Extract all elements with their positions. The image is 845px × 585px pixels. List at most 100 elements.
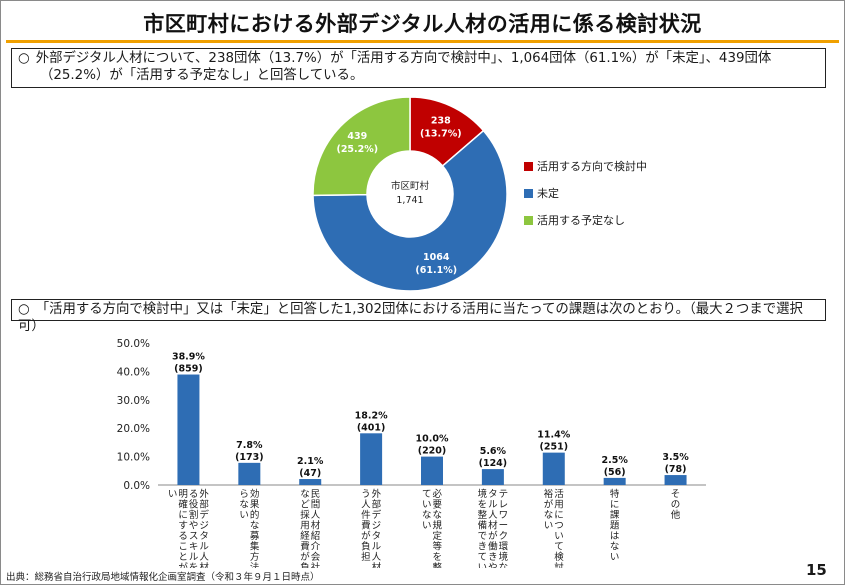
category-label-2: 民間人材紹介会社の利用など採用経費が負担 xyxy=(300,489,321,568)
category-label-char: ル xyxy=(372,542,382,553)
category-label-char: 働 xyxy=(488,541,498,553)
category-label-char: ル xyxy=(199,542,209,553)
category-label-char: 要 xyxy=(432,500,442,511)
category-label-char: タ xyxy=(372,531,382,542)
page-title: 市区町村における外部デジタル人材の活用に係る検討状況 xyxy=(143,12,702,36)
category-label-char: 活 xyxy=(554,488,564,500)
bar-count-label: (401) xyxy=(357,422,386,433)
category-label-char: ー xyxy=(499,521,509,532)
category-label-char: て xyxy=(554,542,564,553)
category-label-char: キ xyxy=(189,542,199,553)
category-label-char: 裕 xyxy=(544,488,554,500)
category-label-char: 法 xyxy=(250,562,260,569)
legend-swatch-green xyxy=(524,215,533,225)
category-label-char: な xyxy=(300,489,310,500)
category-label-char: 材 xyxy=(488,520,498,532)
category-label-char: を xyxy=(189,563,199,569)
category-label-char: 人 xyxy=(361,500,371,511)
donut-value-label-2: 439 xyxy=(347,131,367,142)
y-tick-label: 10.0% xyxy=(117,452,150,464)
category-label-char: タ xyxy=(488,489,498,500)
legend-swatch-blue xyxy=(524,188,533,198)
category-label-char: る xyxy=(178,531,188,542)
legend-label-no-plan: 活用する予定なし xyxy=(537,214,625,227)
category-label-char: い xyxy=(239,510,249,521)
category-label-char: ル xyxy=(488,500,498,511)
donut-pct-label-1: (61.1%) xyxy=(415,265,457,276)
bar-0 xyxy=(177,374,200,485)
category-label-char: に xyxy=(610,500,620,511)
category-label-char: な xyxy=(239,500,249,511)
category-label-char: 備 xyxy=(478,520,488,532)
category-label-4: 必要な規定等を整備できていない xyxy=(422,488,443,568)
bar-value-label: 11.4% xyxy=(537,430,570,441)
category-label-char: の xyxy=(671,500,681,511)
category-label-char: ら xyxy=(239,489,249,500)
category-label-char: 介 xyxy=(311,542,321,553)
category-label-char: 民 xyxy=(311,489,321,500)
category-label-char: な xyxy=(250,521,260,532)
category-label-char: が xyxy=(178,562,188,569)
category-label-char: 部 xyxy=(372,499,382,511)
category-label-char: 担 xyxy=(361,551,371,563)
title-underline xyxy=(6,40,839,43)
category-label-char: で xyxy=(478,531,488,542)
category-label-char: 人 xyxy=(311,510,321,521)
category-label-char: 材 xyxy=(311,520,321,532)
category-label-char: い xyxy=(544,521,554,532)
category-label-char: が xyxy=(361,530,371,542)
bar-count-label: (47) xyxy=(299,468,321,479)
category-label-char: 整 xyxy=(432,562,442,569)
category-label-char: 題 xyxy=(610,521,620,532)
donut-value-label-0: 238 xyxy=(431,116,451,127)
category-label-char: 社 xyxy=(311,562,321,569)
category-label-char: な xyxy=(544,510,554,521)
category-label-char: 確 xyxy=(178,499,188,511)
category-label-char: レ xyxy=(499,500,509,511)
category-label-char: 部 xyxy=(199,499,209,511)
category-label-char: 費 xyxy=(361,520,371,532)
summary-1-line-2: （25.2%）が「活用する予定なし」と回答している。 xyxy=(40,68,364,83)
category-label-char: 特 xyxy=(610,488,620,500)
category-label-char: 用 xyxy=(554,500,564,511)
category-label-char: が xyxy=(300,551,310,563)
category-label-char: を xyxy=(432,552,442,563)
bar-chart: 0.0% 10.0% 20.0% 30.0% 40.0% 50.0% 38.9%(859)… xyxy=(117,338,706,569)
bar-value-label: 38.9% xyxy=(172,352,205,363)
bar-count-label: (78) xyxy=(665,464,687,475)
legend-label-undecided: 未定 xyxy=(537,187,559,200)
bullet-circle: ○ xyxy=(18,51,30,66)
category-label-char: 境 xyxy=(478,488,488,500)
bar-5 xyxy=(481,469,504,485)
category-label-char: 間 xyxy=(311,500,321,511)
category-label-char: 境 xyxy=(499,551,509,563)
category-label-char: こ xyxy=(178,542,188,553)
category-label-char: 討 xyxy=(554,562,564,569)
category-label-char: 人 xyxy=(488,510,498,521)
category-label-char: ス xyxy=(189,531,199,542)
y-tick-label: 30.0% xyxy=(117,395,150,407)
category-label-char: ど xyxy=(300,500,310,511)
category-label-char: デ xyxy=(199,509,209,521)
donut-center-value: 1,741 xyxy=(396,195,423,206)
category-label-char: な xyxy=(432,510,442,521)
category-label-char: 等 xyxy=(432,541,442,553)
bar-7 xyxy=(603,477,626,485)
category-label-char: 材 xyxy=(199,562,209,569)
bar-count-label: (173) xyxy=(235,452,264,463)
category-label-char: テ xyxy=(499,489,509,500)
category-label-char: 件 xyxy=(361,509,371,521)
bar-4 xyxy=(421,456,443,485)
category-label-char: 人 xyxy=(199,552,209,563)
donut-pct-label-2: (25.2%) xyxy=(336,144,378,155)
category-label-char: き xyxy=(488,552,498,563)
category-label-char: デ xyxy=(372,509,382,521)
bar-value-label: 3.5% xyxy=(662,452,689,463)
category-label-char: ク xyxy=(499,531,509,542)
y-tick-label: 50.0% xyxy=(117,338,150,350)
bar-count-label: (220) xyxy=(418,446,447,457)
summary-box-2: ○ 「活用する方向で検討中」又は「未定」と回答した1,302団体における活用に当た… xyxy=(11,299,826,334)
category-label-char: い xyxy=(554,531,564,542)
bar-value-label: 2.1% xyxy=(297,456,324,467)
